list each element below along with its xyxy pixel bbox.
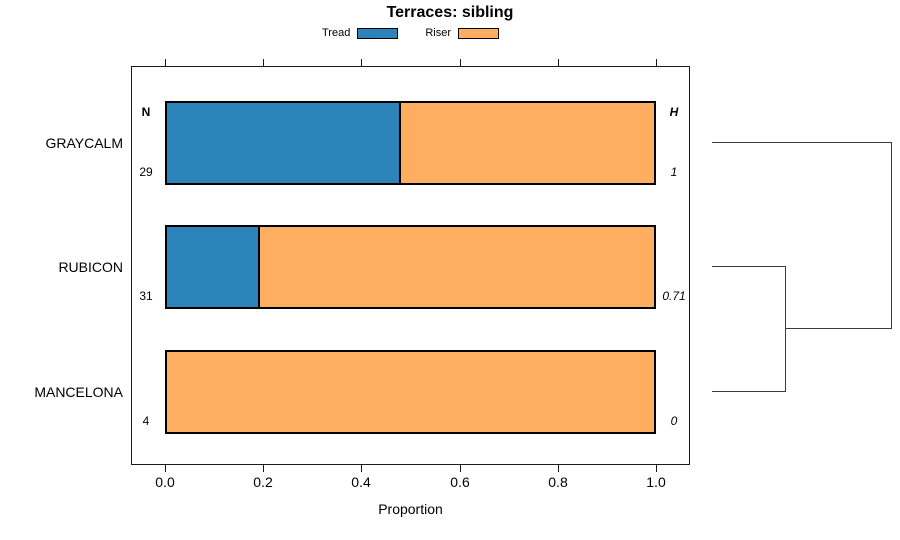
h-value-graycalm: 1 [670,165,678,179]
bar-segment-riser [167,352,654,432]
dendrogram-root-link [785,328,892,329]
chart-title: Terraces: sibling [386,4,514,21]
plot-area [131,59,690,472]
x-tick [558,465,559,472]
x-tick-label: 0.2 [253,474,273,490]
stacked-bar-rubicon [165,225,656,309]
dendrogram-leaf-rubicon [712,266,785,267]
bar-segment-tread [167,103,401,183]
x-tick-label: 0.0 [155,474,175,490]
x-tick [656,465,657,472]
x-tick [361,465,362,472]
y-label-mancelona: MANCELONA [34,384,123,400]
x-tick-label: 0.4 [351,474,371,490]
legend-swatch-tread [357,27,399,39]
legend-label-tread: Tread [322,27,351,39]
x-tick-label: 1.0 [646,474,666,490]
x-tick [165,465,166,472]
legend-entry-riser: Riser [425,27,499,39]
x-tick [558,59,559,66]
bar-segment-tread [167,227,260,307]
stacked-bar-mancelona [165,350,656,434]
n-value-graycalm: 29 [139,165,153,179]
x-tick-label: 0.6 [450,474,470,490]
n-column-header: N [141,105,151,119]
x-tick [263,59,264,66]
x-tick [263,465,264,472]
h-column-header: H [669,105,679,119]
x-tick [460,465,461,472]
legend-entry-tread: Tread [322,27,399,39]
h-value-mancelona: 0 [670,414,678,428]
n-value-mancelona: 4 [142,414,150,428]
legend-label-riser: Riser [425,27,451,39]
dendrogram-merge-link [785,266,786,392]
x-tick [165,59,166,66]
x-tick [656,59,657,66]
dendrogram-leaf-graycalm [712,142,892,143]
x-axis-title: Proportion [378,501,443,517]
h-value-rubicon: 0.71 [662,289,686,303]
y-label-graycalm: GRAYCALM [45,135,123,151]
legend-swatch-riser [458,27,499,39]
x-tick [361,59,362,66]
bar-segment-riser [259,227,654,307]
stacked-bar-graycalm [165,101,656,185]
y-label-rubicon: RUBICON [58,259,123,275]
dendrogram-root-link [891,142,892,329]
legend: Tread Riser [131,26,690,40]
n-value-rubicon: 31 [139,289,153,303]
x-tick [460,59,461,66]
dendrogram-leaf-mancelona [712,391,785,392]
x-tick-label: 0.8 [548,474,568,490]
bar-segment-riser [400,103,654,183]
